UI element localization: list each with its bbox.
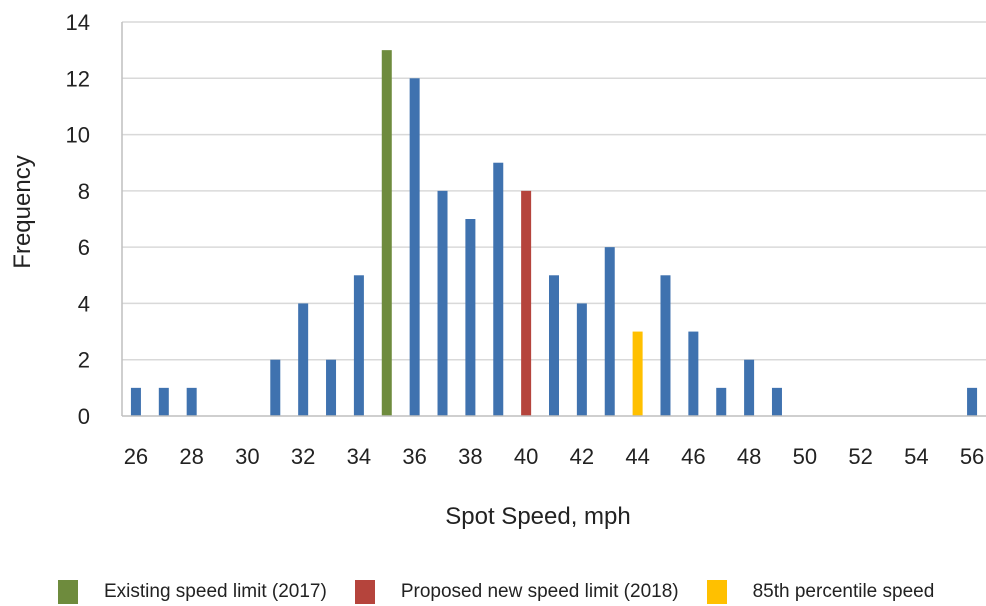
x-tick-label: 36 bbox=[402, 444, 426, 469]
axes bbox=[121, 22, 986, 417]
bar-48 bbox=[744, 359, 755, 416]
x-tick-label: 50 bbox=[793, 444, 817, 469]
x-tick-label: 30 bbox=[235, 444, 259, 469]
bar-42 bbox=[576, 303, 587, 416]
legend-label-proposed: Proposed new speed limit (2018) bbox=[400, 581, 679, 602]
legend-swatch-existing bbox=[58, 580, 78, 604]
bar-46 bbox=[688, 331, 699, 416]
x-tick-label: 26 bbox=[124, 444, 148, 469]
bar-34 bbox=[353, 275, 364, 416]
y-tick-label: 6 bbox=[78, 235, 90, 260]
grid-lines bbox=[122, 21, 986, 361]
bar-27 bbox=[158, 387, 169, 416]
bar-49 bbox=[771, 387, 782, 416]
bar-44 bbox=[632, 331, 643, 416]
x-tick-label: 54 bbox=[904, 444, 928, 469]
x-tick-label: 56 bbox=[960, 444, 984, 469]
y-tick-label: 10 bbox=[66, 123, 90, 148]
bar-36 bbox=[409, 78, 420, 417]
y-tick-label: 2 bbox=[78, 348, 90, 373]
x-tick-label: 28 bbox=[179, 444, 203, 469]
legend-item-proposed: Proposed new speed limit (2018) bbox=[354, 580, 679, 604]
legend-label-existing: Existing speed limit (2017) bbox=[104, 581, 327, 602]
legend-label-percentile: 85th percentile speed bbox=[752, 581, 935, 602]
legend-swatch-percentile bbox=[706, 580, 727, 604]
y-tick-label: 12 bbox=[66, 66, 90, 91]
y-tick-label: 0 bbox=[78, 404, 90, 429]
x-tick-label: 34 bbox=[347, 444, 371, 469]
bar-41 bbox=[549, 275, 559, 416]
x-tick-label: 48 bbox=[737, 444, 761, 469]
x-tick-labels: 26 28 30 32 34 36 38 40 42 44 46 48 50 52 54 56 bbox=[124, 444, 985, 469]
x-tick-label: 40 bbox=[514, 444, 538, 469]
y-tick-label: 14 bbox=[66, 10, 90, 35]
bar-32 bbox=[298, 303, 309, 416]
y-tick-label: 4 bbox=[78, 291, 90, 316]
bar-33 bbox=[326, 359, 337, 416]
x-axis-title: Spot Speed, mph bbox=[445, 503, 630, 530]
legend-item-existing: Existing speed limit (2017) bbox=[58, 580, 327, 604]
x-tick-label: 44 bbox=[625, 444, 649, 469]
bar-38 bbox=[465, 219, 476, 416]
bar-31 bbox=[270, 359, 281, 416]
x-tick-label: 52 bbox=[848, 444, 872, 469]
legend: Existing speed limit (2017) Proposed new… bbox=[58, 578, 962, 606]
legend-item-percentile: 85th percentile speed bbox=[706, 580, 935, 604]
bar-26 bbox=[130, 387, 141, 416]
y-axis-title: Frequency bbox=[9, 155, 36, 268]
x-tick-label: 38 bbox=[458, 444, 482, 469]
bar-45 bbox=[660, 275, 671, 416]
legend-swatch-proposed bbox=[354, 580, 375, 604]
bar-37 bbox=[437, 190, 448, 416]
bar-43 bbox=[604, 247, 615, 416]
bar-39 bbox=[493, 162, 504, 416]
bar-47 bbox=[716, 387, 727, 416]
bar-40 bbox=[521, 190, 532, 416]
y-tick-labels: 0 2 4 6 8 10 12 14 bbox=[66, 10, 90, 429]
bars bbox=[130, 50, 978, 417]
x-tick-label: 32 bbox=[291, 444, 315, 469]
x-tick-label: 42 bbox=[570, 444, 594, 469]
x-tick-label: 46 bbox=[681, 444, 705, 469]
bar-35 bbox=[381, 50, 392, 417]
y-tick-label: 8 bbox=[78, 179, 90, 204]
bar-56 bbox=[967, 387, 978, 416]
bar-28 bbox=[186, 387, 197, 416]
